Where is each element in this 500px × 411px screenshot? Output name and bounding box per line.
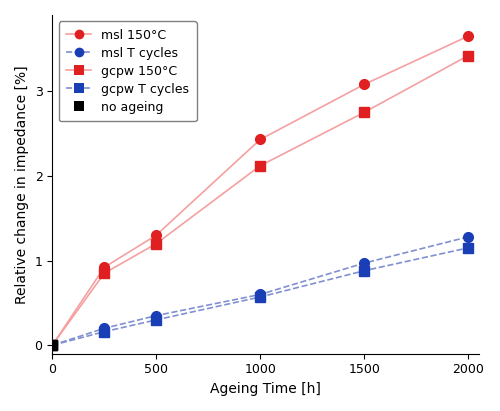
X-axis label: Ageing Time [h]: Ageing Time [h] [210,382,321,396]
Legend: msl 150°C, msl T cycles, gcpw 150°C, gcpw T cycles, no ageing: msl 150°C, msl T cycles, gcpw 150°C, gcp… [58,21,196,121]
Y-axis label: Relative change in impedance [%]: Relative change in impedance [%] [15,65,29,304]
